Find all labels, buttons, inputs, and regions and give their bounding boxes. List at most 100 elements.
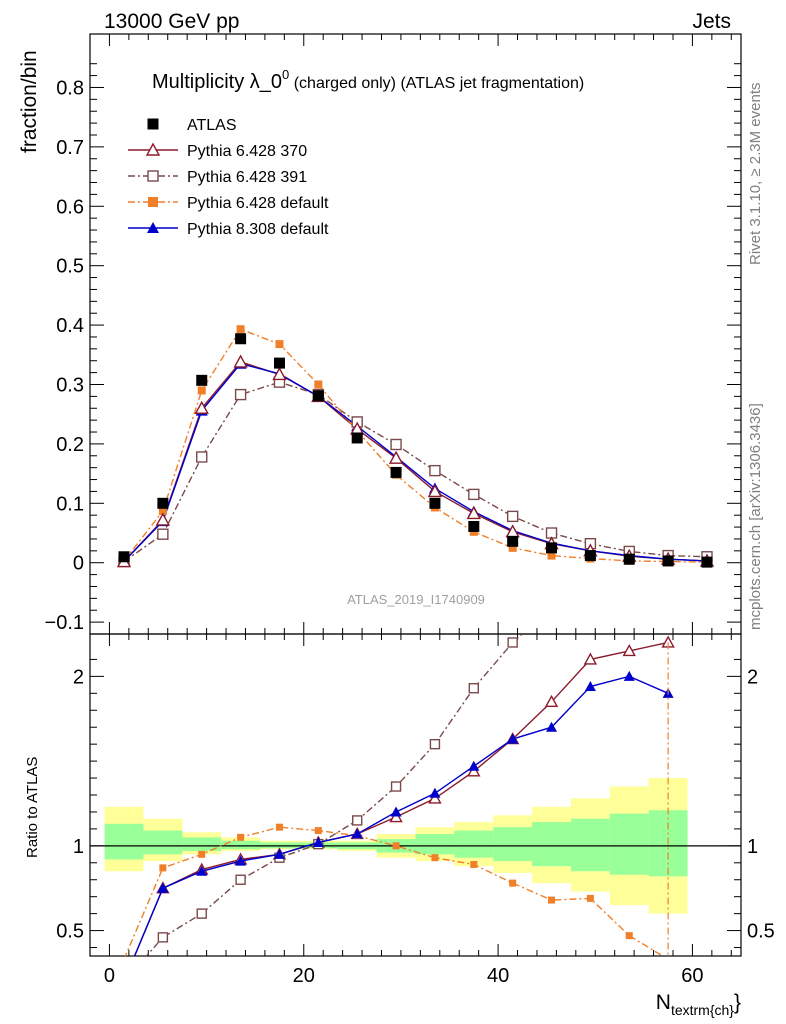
ratio-point-2-2 [196,908,207,919]
y-tick-label-main-2: 0.1 [56,493,84,515]
ratio-point-4-7 [390,806,402,817]
ratio-point-4-11 [546,721,558,732]
legend-label-3: Pythia 6.428 default [187,195,329,212]
y-tick-label-main-4: 0.3 [56,374,84,396]
ratio-series-4 [133,670,674,956]
main-point-3-5 [314,380,323,389]
main-point-3-11 [547,551,556,560]
band-inner-10 [493,827,533,862]
ratio-point-4-6 [351,828,363,839]
main-point-2-10 [506,510,519,523]
main-point-0-5 [312,390,324,402]
main-point-3-4 [275,340,284,349]
ratio-point-3-13 [625,932,633,940]
legend: ATLAS Pythia 6.428 370 Pythia 6.428 391 Pyt… [128,117,329,238]
header-left: 13000 GeV pp [104,10,239,33]
ratio-point-2-8 [429,738,441,750]
ratio-point-3-1 [159,864,167,872]
ratio-point-2-7 [390,781,402,792]
y-tick-label-main-1: 0 [73,553,84,575]
legend-marker-4 [147,222,159,233]
main-point-0-11 [546,542,558,554]
ratio-point-4-10 [507,733,519,744]
ratio-point-2-6 [352,815,363,826]
legend-label-1: Pythia 6.428 370 [187,143,307,160]
ratio-point-1-12 [583,652,598,665]
legend-marker-2 [147,170,159,182]
x-tick-label-20: 20 [293,965,315,987]
chart-title: Multiplicity λ_00 (charged only) (ATLAS … [152,67,584,93]
y-tick-label-ratio-right-0: 0.5 [747,921,775,943]
band-inner-8 [415,833,455,855]
y-tick-label-ratio-right-1: 1 [747,836,758,858]
x-tick-label-0: 0 [104,965,115,987]
main-point-2-8 [429,464,441,477]
y-axis-label-main: fraction/bin [18,50,41,153]
main-point-0-3 [235,333,247,345]
ratio-point-2-3 [235,874,246,885]
chart-title-note: (charged only) (ATLAS jet fragmentation) [289,75,584,92]
ratio-point-3-12 [586,894,594,902]
main-point-2-9 [468,488,480,501]
main-point-1-1 [155,512,171,526]
y-tick-label-main-0: −0.1 [45,612,84,634]
main-markers-0 [118,333,713,568]
main-point-2-2 [196,451,208,463]
x-axis-label: Ntextrm{ch}} [656,991,741,1018]
ratio-point-4-9 [468,760,480,771]
main-point-0-12 [584,550,596,562]
main-line-2 [123,381,708,563]
main-point-0-6 [351,432,363,444]
axes-frame: 0 20 40 60−0.100.10.20.30.40.50.60.70.80.5 0… [45,33,775,987]
x-axis-label-sub: textrm{ch} [671,1002,734,1018]
main-line-4 [123,362,708,563]
band-inner-12 [570,818,610,872]
ratio-point-2-9 [468,683,479,694]
y-tick-label-main-5: 0.4 [56,315,84,337]
y-tick-label-main-8: 0.7 [56,137,84,159]
y-tick-label-ratio-right-2: 2 [747,666,758,688]
band-inner-11 [532,822,571,867]
y-tick-label-ratio-left-1: 1 [73,836,84,858]
ratio-point-4-4 [273,848,285,859]
ratio-point-4-13 [623,670,635,681]
x-tick-label-40: 40 [487,965,509,987]
band-inner-3 [221,840,261,850]
y-tick-label-main-6: 0.5 [56,256,84,278]
main-point-3-1 [158,507,167,516]
band-inner-13 [609,813,649,875]
legend-label-2: Pythia 6.428 391 [187,169,307,186]
main-line-1 [123,361,708,563]
ratio-point-4-3 [235,855,247,866]
header-right: Jets [692,10,731,33]
x-axis-label-main: N [656,991,671,1014]
ratio-series-2 [145,634,524,956]
main-point-3-3 [236,325,245,334]
main-point-2-3 [234,388,247,401]
ratio-point-2-10 [507,637,518,648]
ratio-plot [124,634,675,956]
ratio-point-3-5 [314,827,322,835]
main-point-0-13 [623,553,635,565]
legend-marker-3 [148,197,158,207]
ratio-point-4-8 [429,787,441,798]
ratio-point-4-5 [312,836,324,847]
main-point-0-2 [196,374,208,386]
main-point-0-1 [157,497,169,509]
main-markers-3 [120,325,711,567]
ratio-point-1-13 [622,643,636,657]
ratio-point-3-3 [237,833,245,841]
ratio-point-2-1 [157,932,169,943]
ratio-point-1-8 [428,791,442,804]
main-series-4 [123,362,708,563]
chart-title-main: Multiplicity λ_0 [152,71,282,93]
y-tick-label-main-3: 0.2 [56,434,84,456]
ratio-point-4-2 [196,865,208,876]
ratio-point-4-1 [157,882,169,893]
main-series-1 [123,361,708,563]
y-tick-label-ratio-left-0: 0.5 [56,921,84,943]
main-point-1-4 [272,366,287,381]
legend-marker-0 [147,118,159,130]
ratio-point-1-7 [389,810,403,823]
